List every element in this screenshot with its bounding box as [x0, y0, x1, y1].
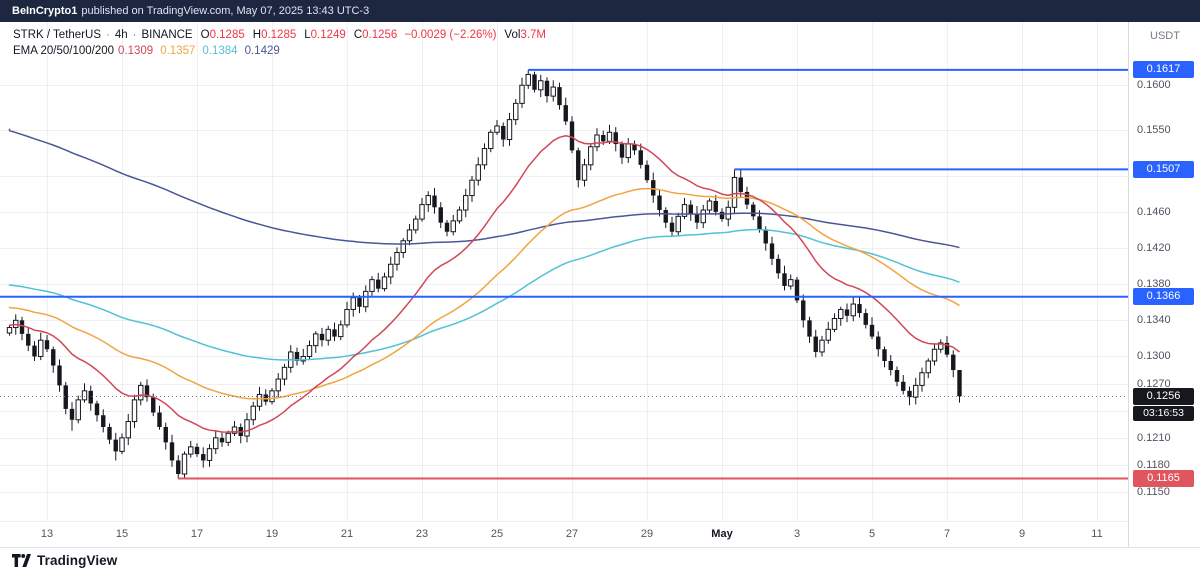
- price-axis-label: 0.1270: [1137, 377, 1171, 390]
- time-axis-label: 21: [340, 528, 354, 540]
- high-label: H: [252, 29, 262, 41]
- attribution-bar: BeInCrypto1 published on TradingView.com,…: [0, 0, 1200, 22]
- price-axis-label: 0.1420: [1137, 241, 1171, 254]
- hline-price-badge: 0.1165: [1133, 470, 1194, 487]
- chart-legend: STRK / TetherUS · 4h · BINANCE O0.1285 H0.1285…: [13, 27, 546, 59]
- volume-label: Vol: [504, 29, 521, 41]
- volume-value: 3.7M: [520, 29, 546, 41]
- price-axis-label: 0.1600: [1137, 79, 1171, 92]
- close-label: C: [353, 29, 363, 41]
- time-axis-label: 5: [868, 528, 876, 540]
- time-axis-label: 7: [943, 528, 951, 540]
- indicator-row[interactable]: EMA 20/50/100/200 0.1309 0.1357 0.1384 0.142…: [13, 43, 546, 59]
- time-axis-label: 15: [115, 528, 129, 540]
- time-axis-label: 29: [640, 528, 654, 540]
- footer-bar: TradingView: [0, 547, 1200, 575]
- time-axis-label: 9: [1018, 528, 1026, 540]
- attribution-username[interactable]: BeInCrypto1: [12, 5, 78, 17]
- price-axis-label: 0.1150: [1137, 486, 1170, 499]
- price-axis-label: 0.1180: [1137, 458, 1170, 471]
- time-axis-label: 17: [190, 528, 204, 540]
- price-axis-currency: USDT: [1150, 30, 1180, 42]
- time-axis-label: 11: [1091, 528, 1103, 540]
- time-axis[interactable]: 13 15 17 19 21 23 25 27 29 May 3 5 7 9 11: [0, 521, 1128, 548]
- close-value: 0.1256: [362, 29, 398, 41]
- ema-20-value: 0.1309: [118, 45, 154, 57]
- price-axis[interactable]: USDT 0.1256 03:16:53 0.1600 0.1550 0.1460 0…: [1128, 22, 1200, 547]
- time-axis-label: 19: [265, 528, 279, 540]
- open-label: O: [200, 29, 210, 41]
- ema-100-value: 0.1384: [202, 45, 238, 57]
- price-axis-label: 0.1340: [1137, 314, 1171, 327]
- ema-indicator-label[interactable]: EMA 20/50/100/200: [13, 45, 115, 57]
- time-axis-label: May: [711, 528, 733, 540]
- exchange-label[interactable]: BINANCE: [141, 29, 193, 41]
- tradingview-logo[interactable]: TradingView: [12, 553, 117, 568]
- tradingview-logo-icon: [12, 554, 31, 567]
- open-value: 0.1285: [209, 29, 245, 41]
- tradingview-wordmark: TradingView: [37, 553, 118, 568]
- ema-200-value: 0.1429: [244, 45, 280, 57]
- candle-countdown-badge: 03:16:53: [1133, 405, 1194, 421]
- low-value: 0.1249: [310, 29, 346, 41]
- change-value: −0.0029 (−2.26%): [404, 29, 497, 41]
- price-axis-label: 0.1460: [1137, 205, 1171, 218]
- hline-price-badge: 0.1507: [1133, 160, 1194, 178]
- separator-dot: ·: [106, 29, 110, 41]
- low-label: L: [304, 29, 311, 41]
- time-axis-label: 27: [565, 528, 579, 540]
- time-axis-label: 13: [40, 528, 54, 540]
- hline-price-badge: 0.1366: [1133, 288, 1194, 306]
- ema-50-value: 0.1357: [160, 45, 196, 57]
- ema-values-group: 0.1309 0.1357 0.1384 0.1429: [118, 45, 287, 57]
- price-axis-label: 0.1380: [1137, 278, 1171, 291]
- price-axis-label: 0.1300: [1137, 350, 1171, 363]
- time-axis-label: 23: [415, 528, 429, 540]
- last-price-badge: 0.1256: [1133, 387, 1194, 405]
- symbol-row[interactable]: STRK / TetherUS · 4h · BINANCE O0.1285 H0.1285…: [13, 27, 546, 43]
- symbol-name[interactable]: STRK / TetherUS: [13, 29, 101, 41]
- time-axis-label: 3: [793, 528, 801, 540]
- attribution-text: published on TradingView.com, May 07, 20…: [81, 5, 370, 17]
- price-axis-label: 0.1550: [1137, 124, 1171, 137]
- price-axis-label: 0.1210: [1137, 431, 1171, 444]
- time-axis-label: 25: [490, 528, 504, 540]
- interval-label[interactable]: 4h: [114, 29, 128, 41]
- hline-price-badge: 0.1617: [1133, 61, 1194, 79]
- separator-dot: ·: [132, 29, 137, 41]
- high-value: 0.1285: [261, 29, 297, 41]
